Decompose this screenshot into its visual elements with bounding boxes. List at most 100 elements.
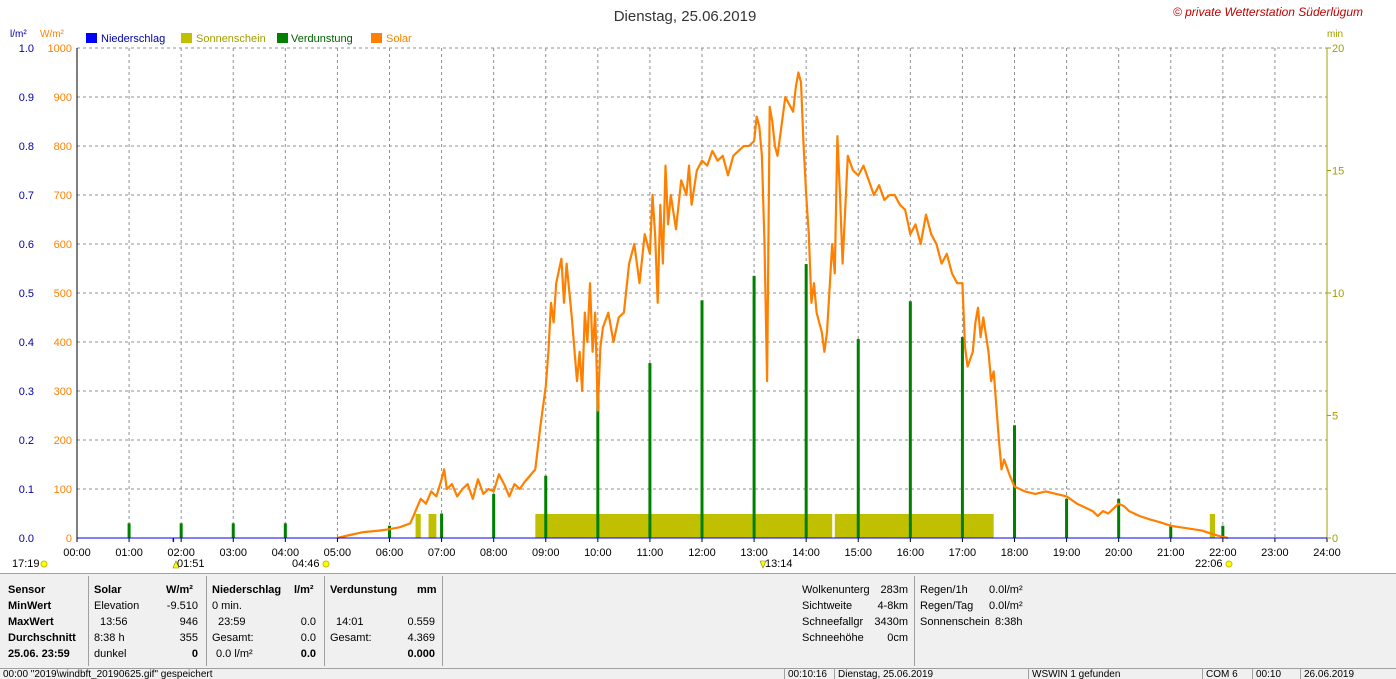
y-tick-label-precip: 0.2 [19,435,34,447]
evaporation-bar [1117,498,1121,538]
evaporation-bar [960,337,964,538]
evaporation-bar [648,363,652,538]
y-tick-label-precip: 0.7 [19,190,34,202]
evaporation-bar [179,523,183,538]
x-tick-label: 11:00 [637,547,664,559]
y-tick-label-solar: 400 [54,337,72,349]
cloud-value-3: 0cm [887,632,908,644]
legend-label-sunshine: Sonnenschein [196,33,266,45]
x-tick-label: 22:00 [1209,547,1237,559]
x-tick-label: 16:00 [897,547,925,559]
evap-value-avg: 4.369 [407,632,435,644]
x-tick-label: 08:00 [480,547,508,559]
cloud-value-1: 4-8km [877,600,908,612]
legend-label-evap: Verdunstung [291,33,353,45]
x-tick-label: 20:00 [1105,547,1133,559]
sunshine-bar [834,514,994,538]
y-tick-label-precip: 1.0 [19,43,34,55]
evaporation-bar [596,387,600,538]
x-tick-label: 15:00 [844,547,872,559]
copyright-text: © private Wetterstation Süderlügum [1173,5,1363,19]
precip-value-current: 0.0 [300,648,316,660]
cloud-label-0: Wolkenunterg [802,584,870,596]
evaporation-bar [908,301,912,538]
y-tick-label-precip: 0.4 [19,337,34,349]
y-tick-label-precip: 0.1 [19,484,34,496]
below-axis-markers: 17:19 04:46 01:51 13:14 22:06 [12,558,1233,570]
x-tick-label: 02:00 [167,547,195,559]
evaporation-bar [283,523,287,538]
evaporation-bar [752,275,756,538]
legend-label-solar: Solar [386,33,412,45]
solar-label-max: 13:56 [100,616,128,628]
x-tick-label: 24:00 [1313,547,1341,559]
evaporation-bar [1221,525,1225,538]
sunshine-bar [1209,514,1216,538]
precip-label-min: 0 min. [212,600,242,612]
status-message: 00:00 "2019\windbft_20190625.gif" gespei… [3,669,213,679]
x-tick-label: 18:00 [1001,547,1029,559]
cloud-label-3: Schneehöhe [802,632,864,644]
status-bar: 00:00 "2019\windbft_20190625.gif" gespei… [0,668,1396,679]
sunset-time: 22:06 [1195,558,1223,570]
sensor-row-avg: Durchschnitt [8,632,76,644]
solar-label-min: Elevation [94,600,140,612]
y-tick-label-solar: 900 [54,92,72,104]
evaporation-bar [856,339,860,538]
cloud-value-0: 283m [880,584,908,596]
x-tick-label: 19:00 [1053,547,1081,559]
y-tick-label-solar: 500 [54,288,72,300]
legend-swatch-sunshine [181,33,192,43]
sensor-header: Sensor [8,584,46,596]
legend-swatch-evap [277,33,288,43]
sun-marker-icon [40,560,48,568]
status-next-date: 26.06.2019 [1300,669,1394,679]
cloud-label-2: Schneefallgr [802,616,864,628]
y-tick-label-solar: 800 [54,141,72,153]
rain-label-1: Regen/Tag [920,600,974,612]
rain-value-0: 0.0l/m² [989,584,1023,596]
sunshine-bar [415,514,421,538]
evaporation-bar [127,523,131,538]
x-tick-label: 23:00 [1261,547,1289,559]
evap-header: Verdunstung [330,584,398,596]
evap-label-avg: Gesamt: [330,632,372,644]
y-tick-label-solar: 200 [54,435,72,447]
precip-unit: l/m² [294,584,314,596]
evaporation-bar [1169,525,1173,538]
sensor-row-max: MaxWert [8,616,54,628]
precip-label-current: 0.0 l/m² [216,648,253,660]
legend-swatch-solar [371,33,382,43]
evap-value-current: 0.000 [407,648,435,660]
evap-unit: mm [417,584,437,596]
elevation-max-icon [759,560,767,569]
solar-value-current: 0 [191,648,198,660]
x-tick-label: 04:00 [272,547,300,559]
evaporation-bar [231,523,235,538]
y-tick-label-precip: 0.9 [19,92,34,104]
x-tick-label: 06:00 [376,547,404,559]
y-tick-label-precip: 0.5 [19,288,34,300]
rain-label-0: Regen/1h [920,584,968,596]
evaporation-bar [804,264,808,538]
precip-header: Niederschlag [212,584,282,596]
evap-label-max: 14:01 [336,616,364,628]
y-tick-label-solar: 1000 [48,43,72,55]
elevation-max-time: 13:14 [765,558,793,570]
evap-value-max: 0.559 [407,616,435,628]
y-tick-label-minutes: 10 [1332,288,1344,300]
sensor-row-min: MinWert [8,600,52,612]
status-com-port: COM 6 [1202,669,1252,679]
solar-label-avg: 8:38 h [94,632,125,644]
evaporation-bar [388,525,391,538]
x-tick-label: 21:00 [1157,547,1185,559]
status-time: 00:10:16 [784,669,832,679]
evaporation-bar [544,475,548,538]
x-tick-label: 05:00 [324,547,352,559]
sensor-row-current: 25.06. 23:59 [8,648,70,660]
y-tick-label-minutes: 5 [1332,411,1338,423]
x-tick-label: 00:00 [63,547,91,559]
status-wswin: WSWIN 1 gefunden [1028,669,1202,679]
chart-axes [76,47,1331,542]
y-tick-label-precip: 0.6 [19,239,34,251]
